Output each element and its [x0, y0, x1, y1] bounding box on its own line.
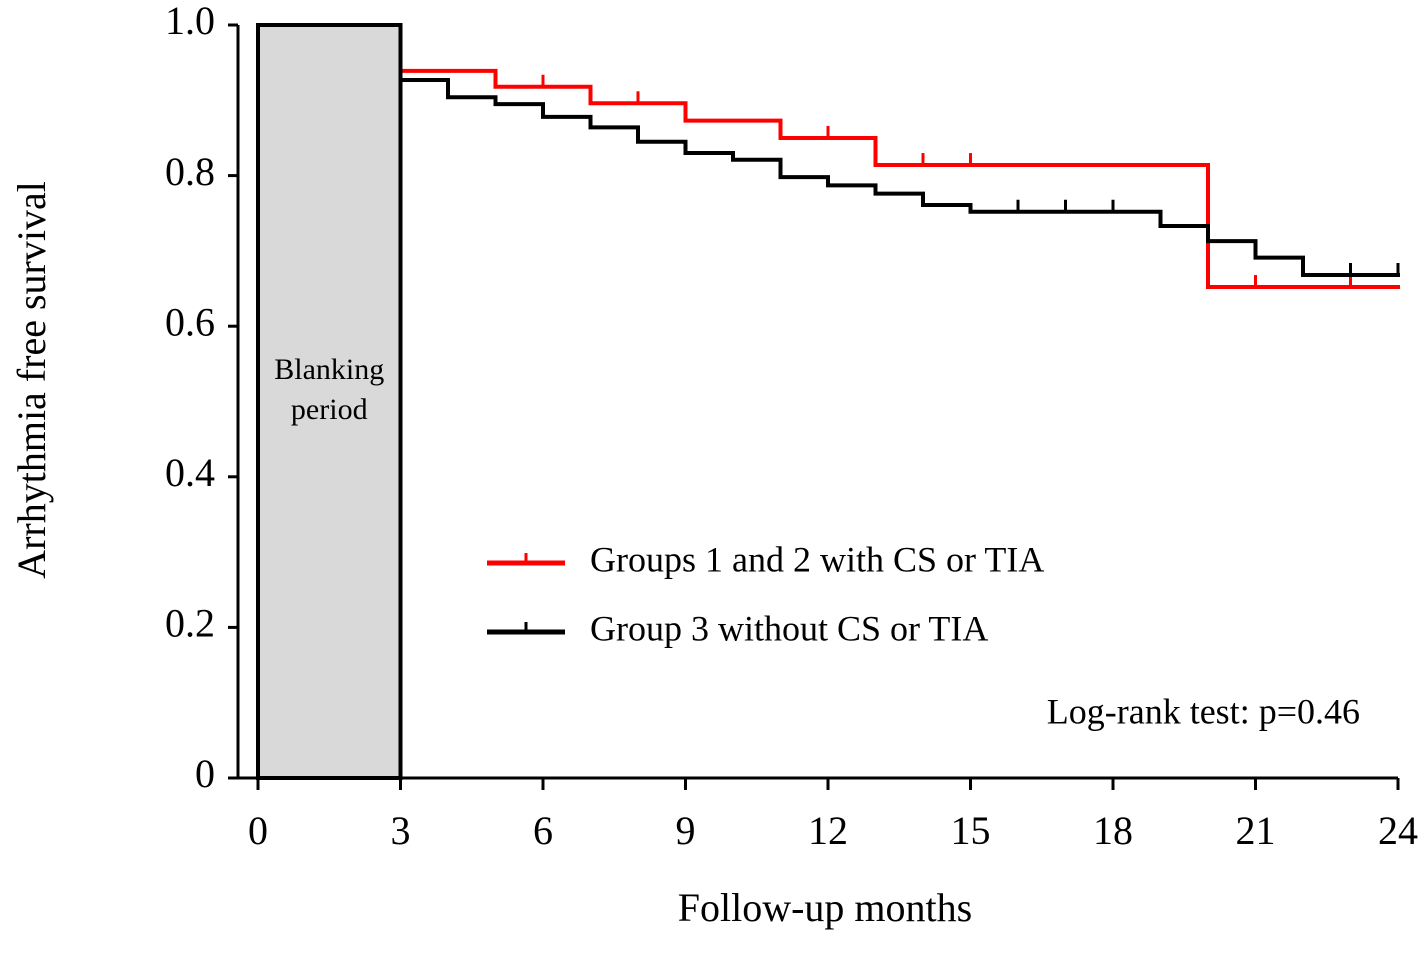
- y-tick-label: 0.4: [165, 450, 215, 495]
- annotation: Log-rank test: p=0.46: [1047, 691, 1360, 731]
- x-tick-label: 12: [808, 808, 848, 853]
- y-tick-label: 0.2: [165, 601, 215, 646]
- x-tick-label: 24: [1378, 808, 1418, 853]
- x-tick-label: 21: [1236, 808, 1276, 853]
- x-tick-label: 18: [1093, 808, 1133, 853]
- shaded-label: period: [291, 393, 368, 426]
- y-tick-label: 1.0: [165, 0, 215, 43]
- x-axis-title: Follow-up months: [678, 885, 972, 930]
- y-axis-title: Arrhythmia free survival: [9, 181, 54, 579]
- shaded-label: Blanking: [274, 353, 384, 386]
- y-tick-label: 0.6: [165, 299, 215, 344]
- shaded-span: [256, 23, 403, 780]
- x-tick-label: 9: [676, 808, 696, 853]
- y-tick-label: 0: [195, 751, 215, 796]
- x-tick-label: 3: [391, 808, 411, 853]
- legend-label: Group 3 without CS or TIA: [590, 608, 988, 648]
- x-tick-label: 6: [533, 808, 553, 853]
- y-tick-label: 0.8: [165, 149, 215, 194]
- x-tick-label: 15: [951, 808, 991, 853]
- x-tick-label: 0: [248, 808, 268, 853]
- legend-label: Groups 1 and 2 with CS or TIA: [590, 539, 1044, 579]
